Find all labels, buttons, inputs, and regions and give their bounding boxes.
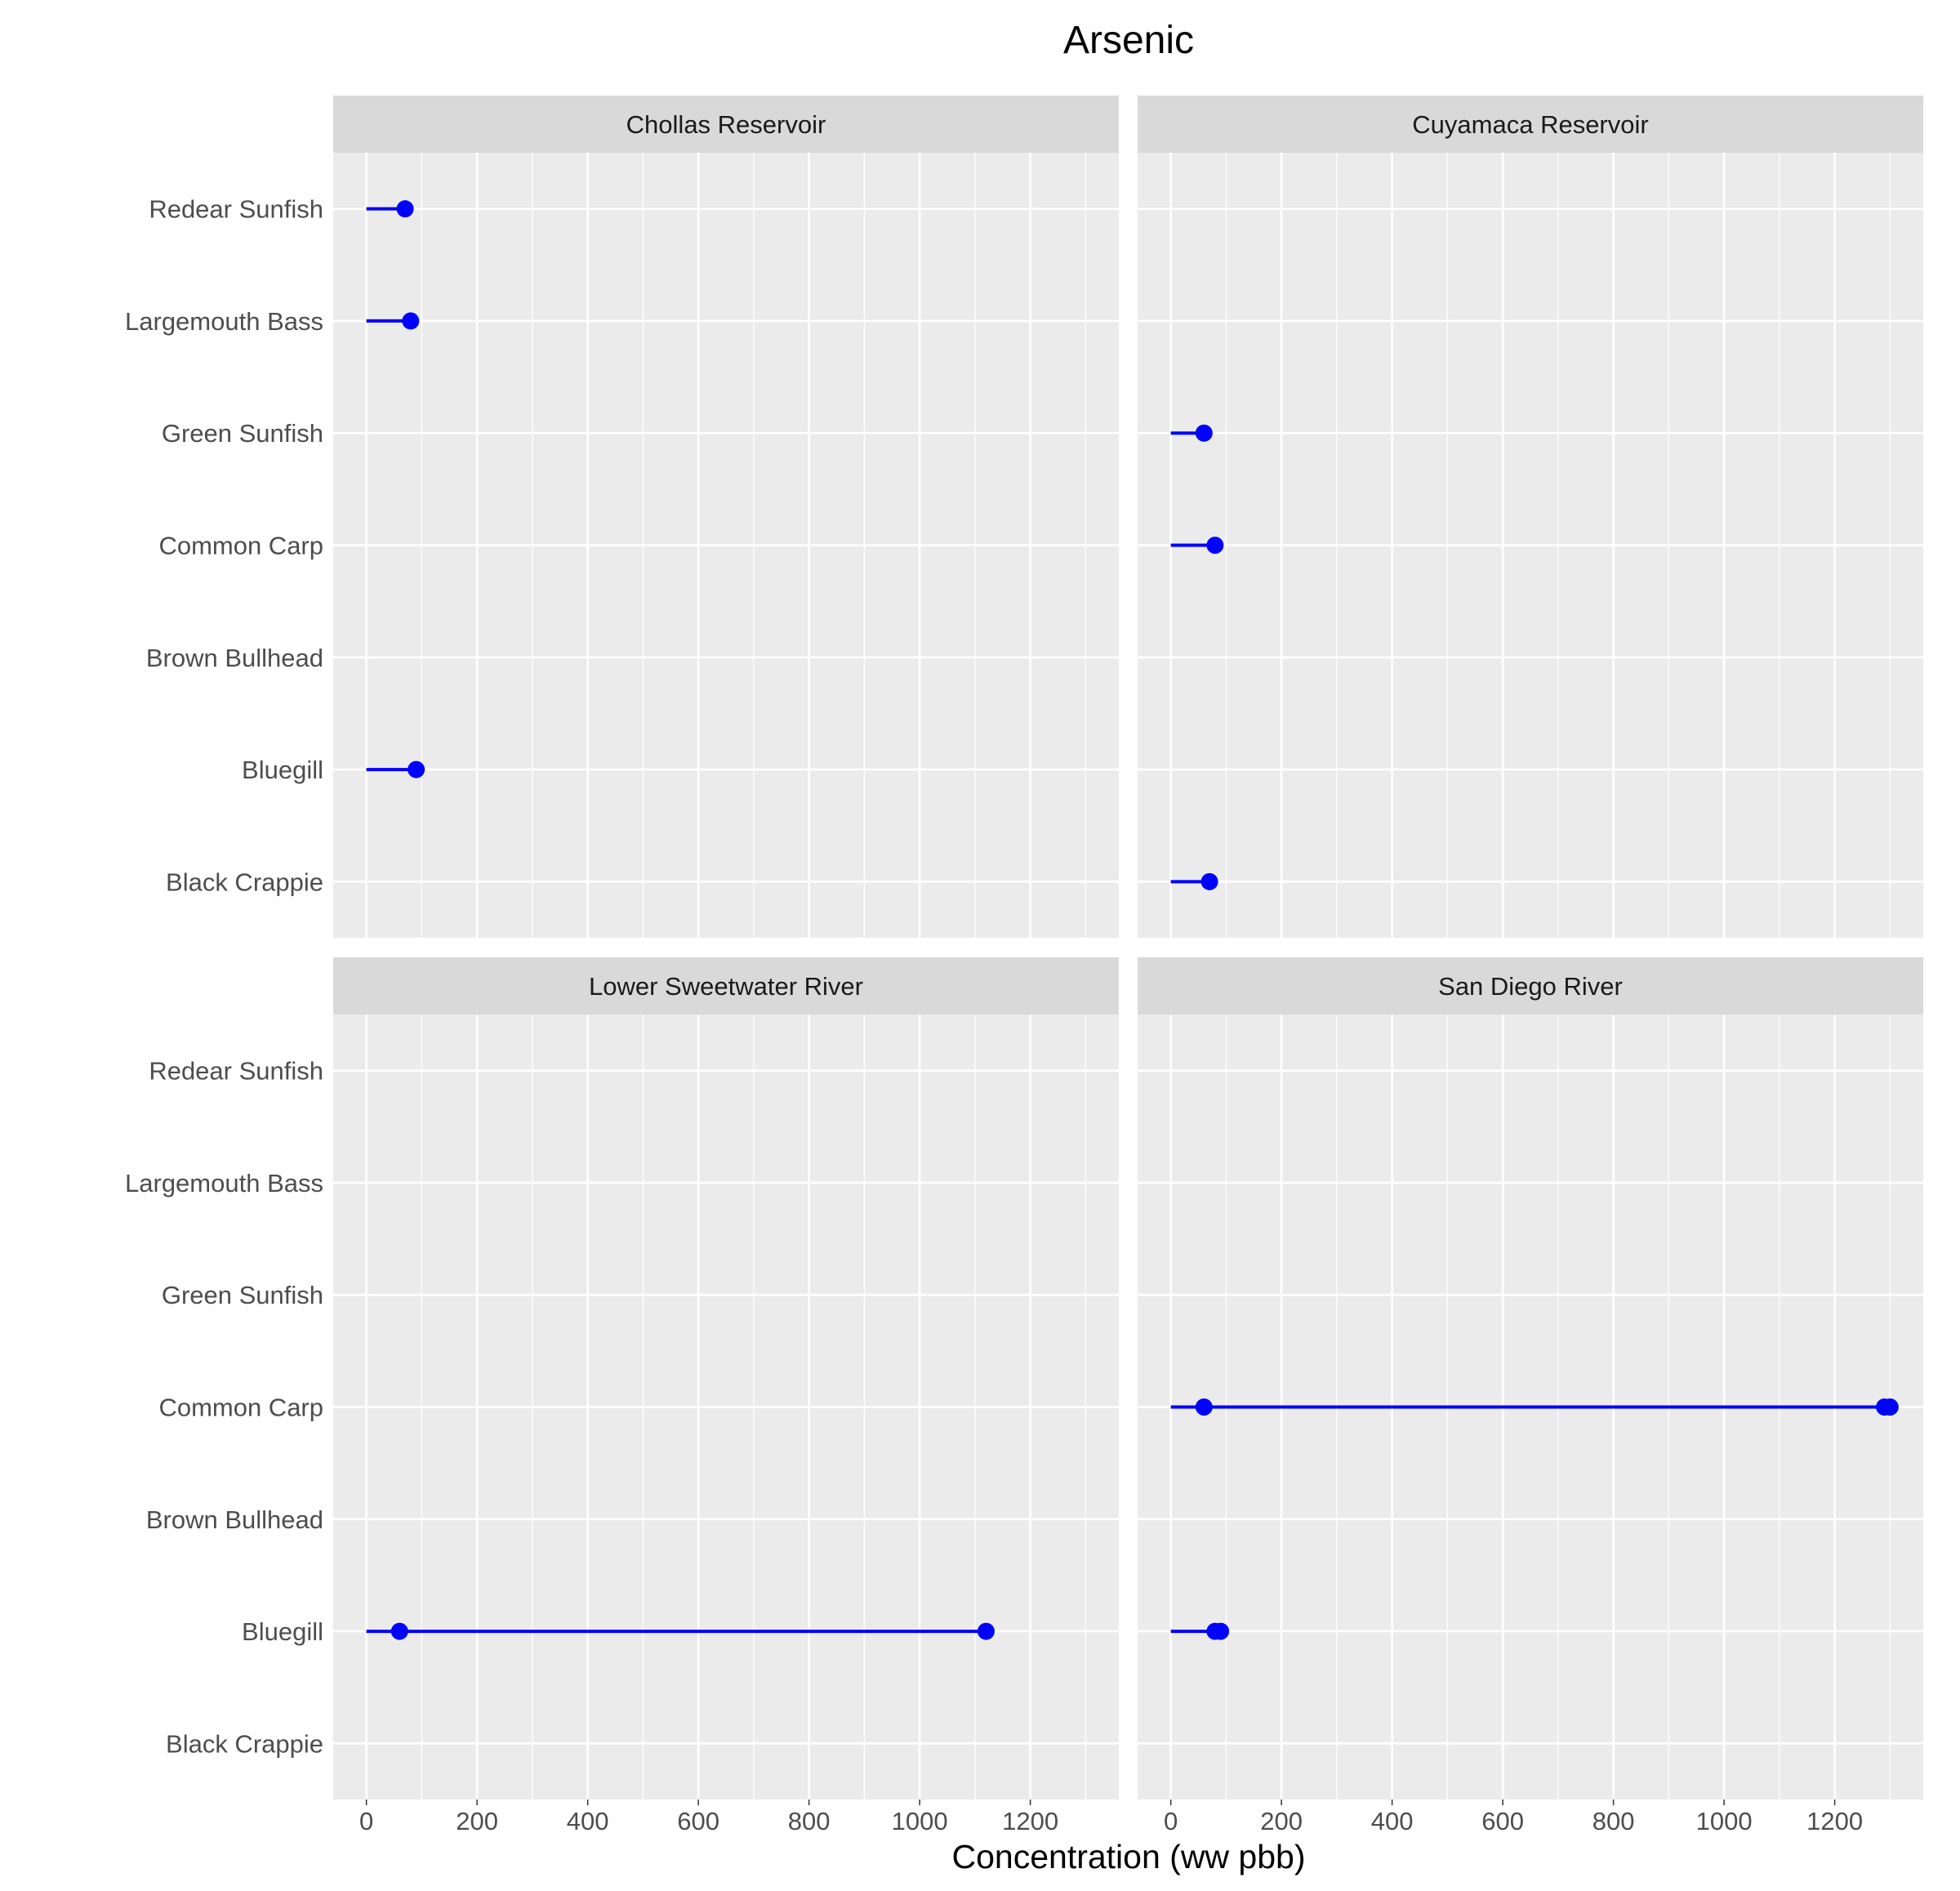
x-tick-label: 1000 <box>892 1807 948 1835</box>
facet-strip <box>333 96 1119 153</box>
data-point-redear-sunfish <box>396 200 414 218</box>
facet-strip-label: Lower Sweetwater River <box>589 972 863 1001</box>
y-tick-label: Brown Bullhead <box>146 644 323 672</box>
data-point-common-carp <box>1881 1398 1899 1416</box>
facet-strip <box>1138 957 1923 1015</box>
facet-panels: Chollas Reservoir Redear Sunfish Largemout… <box>125 96 1923 1835</box>
data-point-black-crappie <box>1200 872 1218 890</box>
x-tick-label: 0 <box>359 1807 373 1835</box>
x-tick-label: 1200 <box>1806 1807 1863 1835</box>
x-tick-label: 800 <box>788 1807 831 1835</box>
y-tick-label: Redear Sunfish <box>149 1057 323 1086</box>
data-point-bluegill <box>977 1622 995 1640</box>
y-tick-label: Common Carp <box>158 1394 323 1422</box>
data-point-common-carp <box>1195 1398 1213 1416</box>
y-tick-label: Brown Bullhead <box>146 1505 323 1534</box>
x-tick-label: 1000 <box>1696 1807 1753 1835</box>
y-tick-label: Green Sunfish <box>162 419 323 448</box>
x-tick-label: 400 <box>567 1807 609 1835</box>
facet-strip <box>1138 96 1923 153</box>
chart-title: Arsenic <box>1063 19 1194 62</box>
data-point-common-carp <box>1206 537 1224 554</box>
x-tick-label: 200 <box>1260 1807 1303 1835</box>
y-tick-label: Largemouth Bass <box>125 1169 323 1197</box>
y-tick-label: Bluegill <box>242 1617 323 1646</box>
data-point-bluegill <box>390 1622 408 1640</box>
facet-strip <box>333 957 1119 1015</box>
x-tick-label: 600 <box>1481 1807 1524 1835</box>
facet-chollas-reservoir: Chollas Reservoir Redear Sunfish Largemout… <box>125 96 1119 938</box>
y-tick-label: Green Sunfish <box>162 1281 323 1309</box>
x-tick-label: 200 <box>456 1807 498 1835</box>
facet-lower-sweetwater-river: Lower Sweetwater River Redear Sunfish Larg… <box>125 957 1119 1835</box>
x-tick-label: 800 <box>1592 1807 1635 1835</box>
y-tick-label: Black Crappie <box>166 867 323 896</box>
x-axis-title: Concentration (ww pbb) <box>952 1838 1306 1875</box>
facet-strip-label: Cuyamaca Reservoir <box>1412 110 1648 139</box>
data-point-bluegill <box>408 760 425 778</box>
x-tick-label: 400 <box>1371 1807 1414 1835</box>
facet-strip-label: Chollas Reservoir <box>626 110 826 139</box>
data-point-largemouth-bass <box>402 312 420 330</box>
x-tick-label: 0 <box>1164 1807 1178 1835</box>
facet-san-diego-river: San Diego River 0 200 400 600 800 1000 1200 <box>1138 957 1923 1835</box>
data-point-bluegill <box>1212 1622 1230 1640</box>
y-tick-label: Bluegill <box>242 756 323 784</box>
y-tick-label: Redear Sunfish <box>149 195 323 224</box>
facet-cuyamaca-reservoir: Cuyamaca Reservoir <box>1138 96 1923 938</box>
y-tick-label: Largemouth Bass <box>125 307 323 336</box>
x-tick-label: 600 <box>677 1807 719 1835</box>
y-tick-label: Common Carp <box>158 532 323 560</box>
x-tick-label: 1200 <box>1002 1807 1058 1835</box>
data-point-green-sunfish <box>1195 424 1213 442</box>
facet-strip-label: San Diego River <box>1438 972 1623 1001</box>
y-tick-label: Black Crappie <box>166 1729 323 1758</box>
